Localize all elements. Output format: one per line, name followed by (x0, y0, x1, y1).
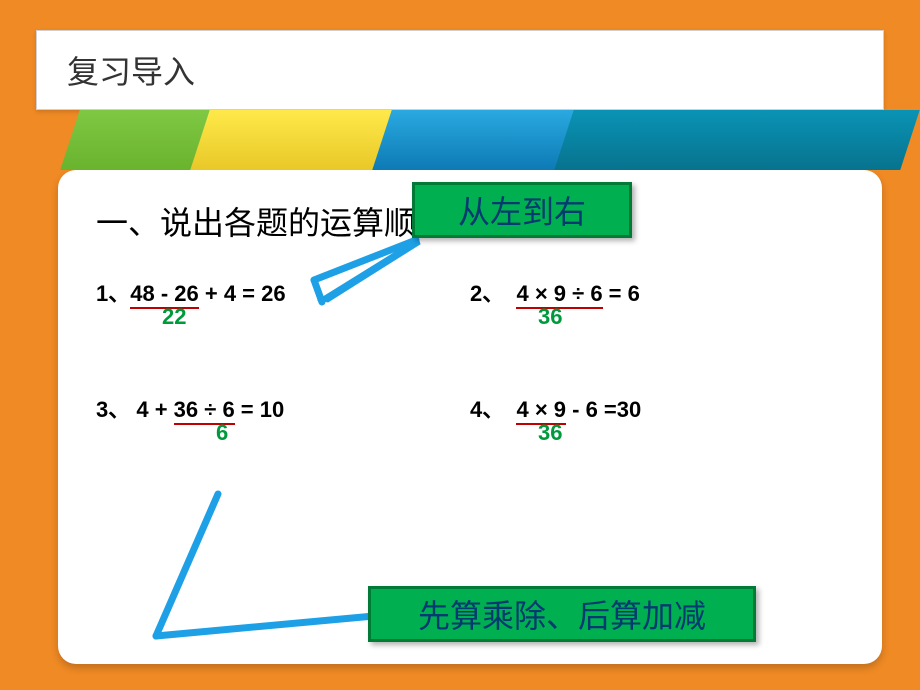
callout-mul-div-first: 先算乘除、后算加减 (368, 586, 756, 642)
tabs-strip (70, 110, 880, 170)
header-title: 复习导入 (67, 47, 195, 93)
problem-4-num: 4、 (470, 392, 504, 424)
tab-divider-green (60, 110, 209, 170)
problem-2-sp (504, 281, 516, 306)
problem-1-num: 1、 (96, 276, 130, 308)
problem-2-intermediate: 36 (538, 304, 562, 330)
problem-3: 3、 4 + 36 ÷ 6 = 10 6 (96, 392, 470, 450)
problem-1-rest: + 4 = 26 (199, 281, 286, 306)
problem-4-sp (504, 397, 516, 422)
problem-1: 1、48 - 26 + 4 = 26 22 (96, 276, 470, 334)
problem-3-rest: = 10 (235, 397, 285, 422)
problem-row-1: 1、48 - 26 + 4 = 26 22 2、 4 × 9 ÷ 6 = 6 3… (96, 276, 844, 334)
problem-3-num: 3、 (96, 392, 130, 424)
problems-grid: 1、48 - 26 + 4 = 26 22 2、 4 × 9 ÷ 6 = 6 3… (96, 276, 844, 450)
content-inner: 一、说出各题的运算顺 从左到右 1、48 - 26 + 4 = 26 22 2、… (58, 170, 882, 664)
problem-4: 4、 4 × 9 - 6 =30 36 (470, 392, 844, 450)
problem-3-intermediate: 6 (216, 420, 228, 446)
problem-row-2: 3、 4 + 36 ÷ 6 = 10 6 4、 4 × 9 - 6 =30 36 (96, 392, 844, 450)
problem-4-rest: - 6 =30 (566, 397, 641, 422)
header-box: 复习导入 (36, 30, 884, 110)
content-card: 一、说出各题的运算顺 从左到右 1、48 - 26 + 4 = 26 22 2、… (58, 170, 882, 664)
tab-divider-teal (536, 110, 919, 170)
problem-2: 2、 4 × 9 ÷ 6 = 6 36 (470, 276, 844, 334)
problem-1-intermediate: 22 (162, 304, 186, 330)
problem-2-num: 2、 (470, 276, 504, 308)
pointer-bottom-icon (148, 486, 388, 646)
problem-4-intermediate: 36 (538, 420, 562, 446)
problem-3-before: 4 + (130, 397, 173, 422)
callout-left-to-right: 从左到右 (412, 182, 632, 238)
problem-2-rest: = 6 (603, 281, 640, 306)
